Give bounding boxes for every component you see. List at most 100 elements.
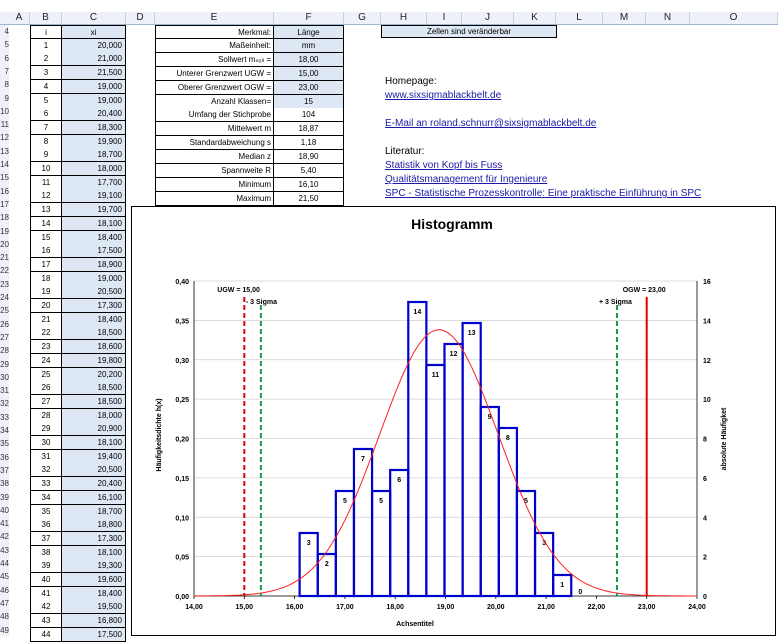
- row-header[interactable]: 43: [0, 545, 9, 555]
- row-header[interactable]: 16: [0, 186, 9, 196]
- table-row-value[interactable]: 18,700: [62, 148, 126, 163]
- column-header-c[interactable]: C: [62, 12, 126, 24]
- table-row-index[interactable]: 26: [30, 381, 62, 396]
- table-row-value[interactable]: 18,400: [62, 586, 126, 601]
- row-header[interactable]: 17: [0, 199, 9, 209]
- table-row-value[interactable]: 18,500: [62, 381, 126, 396]
- table-row-value[interactable]: 19,000: [62, 79, 126, 94]
- table-row-index[interactable]: 31: [30, 449, 62, 464]
- table-row-index[interactable]: 44: [30, 627, 62, 642]
- row-header[interactable]: 31: [0, 386, 9, 396]
- table-row-value[interactable]: 16,800: [62, 614, 126, 629]
- table-row-index[interactable]: 4: [30, 79, 62, 94]
- row-header[interactable]: 14: [0, 160, 9, 169]
- table-row-value[interactable]: 18,400: [62, 230, 126, 245]
- table-row-index[interactable]: 10: [30, 162, 62, 176]
- table-row-value[interactable]: 19,000: [62, 93, 126, 108]
- table-row-value[interactable]: 19,300: [62, 559, 126, 574]
- table-row-index[interactable]: 38: [30, 545, 62, 560]
- table-row-index[interactable]: 37: [30, 531, 62, 546]
- column-header-j[interactable]: J: [462, 12, 514, 24]
- table-row-value[interactable]: 20,500: [62, 285, 126, 300]
- table-row-index[interactable]: 32: [30, 463, 62, 478]
- table-row-value[interactable]: 18,000: [62, 408, 126, 423]
- table-row-value[interactable]: 18,300: [62, 120, 126, 135]
- table-row-value[interactable]: 20,200: [62, 367, 126, 382]
- table-row-index[interactable]: 28: [30, 408, 62, 423]
- table-row-value[interactable]: 19,600: [62, 573, 126, 587]
- row-header[interactable]: 38: [0, 479, 9, 489]
- row-header[interactable]: 8: [4, 80, 9, 90]
- stat-value[interactable]: 18,00: [274, 52, 344, 67]
- column-header-m[interactable]: M: [603, 12, 646, 24]
- table-row-value[interactable]: 20,900: [62, 422, 126, 437]
- table-row-value[interactable]: 18,700: [62, 504, 126, 519]
- column-header-k[interactable]: K: [514, 12, 556, 24]
- row-header[interactable]: 34: [0, 426, 9, 435]
- header-i[interactable]: i: [30, 25, 62, 39]
- row-header[interactable]: 25: [0, 306, 9, 316]
- row-header[interactable]: 4: [4, 27, 9, 36]
- column-header-o[interactable]: O: [690, 12, 778, 24]
- table-row-index[interactable]: 42: [30, 600, 62, 615]
- row-header[interactable]: 37: [0, 465, 9, 475]
- row-header[interactable]: 36: [0, 452, 9, 462]
- table-row-index[interactable]: 30: [30, 436, 62, 450]
- table-row-index[interactable]: 12: [30, 189, 62, 204]
- table-row-index[interactable]: 2: [30, 52, 62, 67]
- row-header[interactable]: 13: [0, 146, 9, 156]
- row-header[interactable]: 42: [0, 532, 9, 542]
- table-row-value[interactable]: 18,100: [62, 216, 126, 231]
- row-header[interactable]: 23: [0, 279, 9, 289]
- table-row-index[interactable]: 9: [30, 148, 62, 163]
- table-row-index[interactable]: 15: [30, 230, 62, 245]
- table-row-value[interactable]: 20,400: [62, 477, 126, 492]
- row-header[interactable]: 6: [4, 53, 9, 63]
- column-header-i[interactable]: I: [427, 12, 462, 24]
- table-row-value[interactable]: 18,000: [62, 162, 126, 176]
- row-header[interactable]: 7: [4, 66, 9, 76]
- table-row-value[interactable]: 18,900: [62, 257, 126, 272]
- table-row-value[interactable]: 18,800: [62, 518, 126, 533]
- row-header[interactable]: 44: [0, 559, 9, 568]
- literature-link-2[interactable]: Qualitätsmanagement für Ingenieure: [385, 174, 548, 185]
- table-row-value[interactable]: 19,100: [62, 189, 126, 204]
- row-header[interactable]: 35: [0, 439, 9, 449]
- table-row-index[interactable]: 3: [30, 66, 62, 81]
- histogram-chart[interactable]: Histogramm Achsentitel Häufigkeitsdichte…: [131, 206, 776, 636]
- row-header[interactable]: 47: [0, 598, 9, 608]
- stat-value[interactable]: 15: [274, 94, 344, 109]
- column-header-l[interactable]: L: [556, 12, 603, 24]
- table-row-index[interactable]: 21: [30, 312, 62, 327]
- table-row-index[interactable]: 43: [30, 614, 62, 629]
- table-row-index[interactable]: 35: [30, 504, 62, 519]
- row-header[interactable]: 5: [4, 40, 9, 50]
- table-row-value[interactable]: 20,500: [62, 463, 126, 478]
- homepage-link[interactable]: www.sixsigmablackbelt.de: [385, 90, 502, 101]
- table-row-index[interactable]: 36: [30, 518, 62, 533]
- table-row-index[interactable]: 39: [30, 559, 62, 574]
- column-header-n[interactable]: N: [646, 12, 690, 24]
- table-row-value[interactable]: 19,000: [62, 271, 126, 286]
- table-row-value[interactable]: 17,300: [62, 299, 126, 313]
- table-row-index[interactable]: 11: [30, 175, 62, 190]
- row-header[interactable]: 40: [0, 505, 9, 515]
- table-row-index[interactable]: 18: [30, 271, 62, 286]
- table-row-index[interactable]: 24: [30, 353, 62, 368]
- table-row-index[interactable]: 29: [30, 422, 62, 437]
- header-xi[interactable]: xi: [62, 25, 126, 39]
- row-header[interactable]: 22: [0, 266, 9, 276]
- column-header-a[interactable]: A: [9, 12, 30, 24]
- table-row-value[interactable]: 17,500: [62, 244, 126, 259]
- row-header[interactable]: 30: [0, 372, 9, 382]
- table-row-value[interactable]: 18,100: [62, 545, 126, 560]
- table-row-value[interactable]: 18,500: [62, 326, 126, 341]
- table-row-value[interactable]: 18,600: [62, 340, 126, 355]
- table-row-index[interactable]: 14: [30, 216, 62, 231]
- stat-value[interactable]: Länge: [274, 25, 344, 39]
- column-header-d[interactable]: D: [126, 12, 155, 24]
- table-row-index[interactable]: 13: [30, 203, 62, 218]
- table-row-index[interactable]: 27: [30, 394, 62, 409]
- table-row-value[interactable]: 21,000: [62, 52, 126, 67]
- row-header[interactable]: 28: [0, 346, 9, 356]
